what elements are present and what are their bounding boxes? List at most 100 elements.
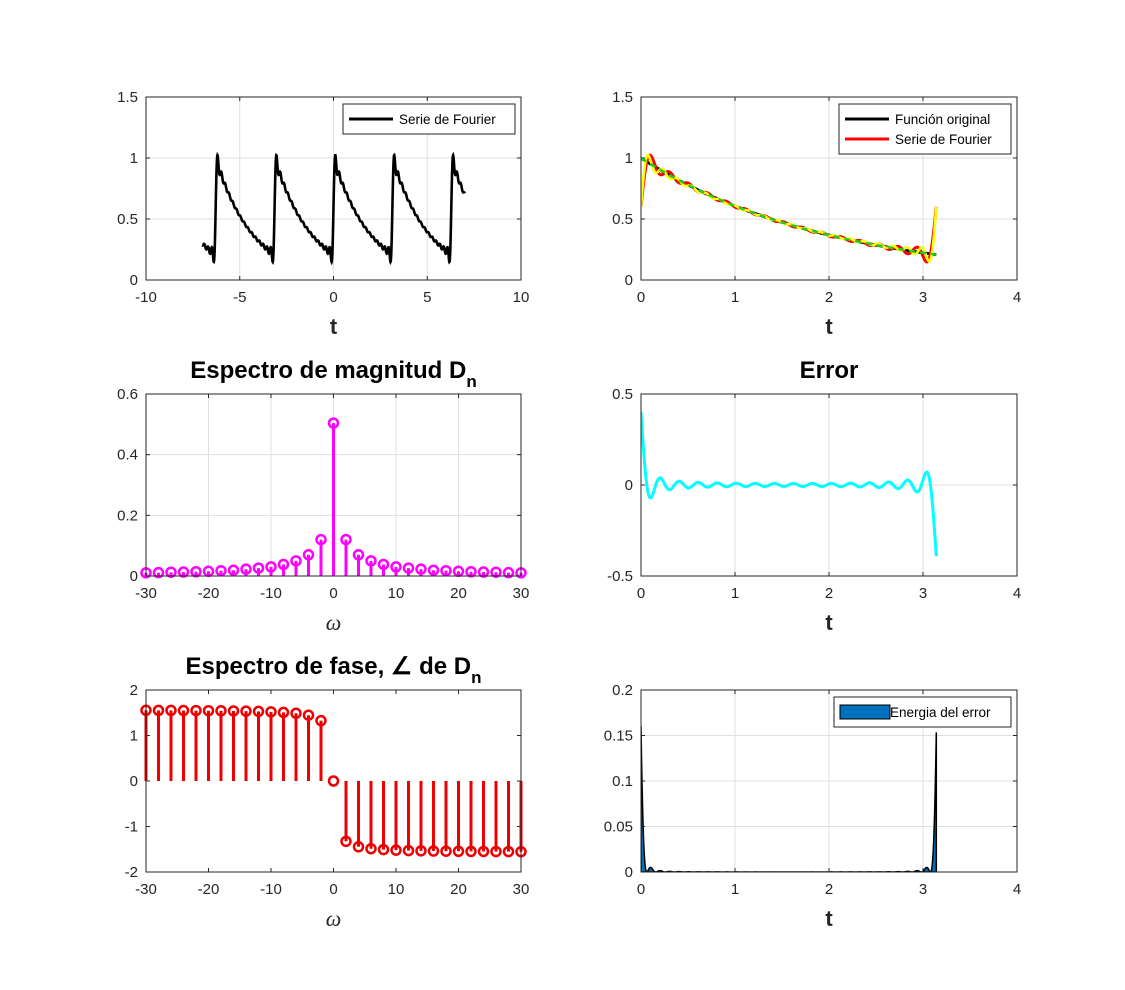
stem-marker (277, 706, 290, 719)
y-tick-label: 1 (130, 728, 138, 745)
plot-content (641, 412, 938, 557)
y-tick-label: 0.15 (604, 728, 633, 745)
x-tick-label: 0 (637, 289, 645, 306)
y-tick-label: 0 (130, 773, 138, 790)
legend-label: Serie de Fourier (895, 132, 992, 147)
stem-marker (365, 842, 377, 855)
stem-marker (415, 845, 427, 857)
y-tick-label: 1.5 (612, 89, 633, 106)
stem-marker (252, 562, 265, 574)
legend: Serie de Fourier (342, 103, 516, 135)
stem-marker (390, 844, 402, 856)
stem-marker (240, 563, 252, 575)
y-tick-label: 0.05 (604, 819, 633, 836)
stem-marker (152, 704, 165, 717)
legend-label: Función original (895, 112, 990, 127)
chart-title: Error (800, 357, 859, 384)
stem-marker (227, 564, 240, 576)
stem-marker (152, 566, 165, 579)
x-tick-label: 2 (825, 585, 833, 602)
stem-marker (315, 714, 327, 727)
y-tick-label: 0.6 (117, 386, 138, 403)
legend-swatch (839, 704, 891, 720)
panel-compare: 0 1 2 3 4 0 0.5 1 1.5 t Función original Serie de F… (612, 89, 1021, 339)
stem-marker (352, 841, 365, 853)
x-tick-label: 20 (450, 881, 467, 898)
x-tick-label: -10 (260, 585, 282, 602)
stem-marker (440, 564, 452, 577)
y-tick-label: 1 (625, 150, 633, 167)
chart-title: Espectro de magnitud Dn (190, 357, 476, 391)
x-tick-label: 30 (513, 881, 530, 898)
stem-marker (340, 835, 352, 848)
series-line-fourier (201, 151, 466, 266)
y-tick-label: 0.4 (117, 447, 138, 464)
legend-label: Serie de Fourier (399, 112, 496, 127)
x-tick-label: 0 (329, 289, 337, 306)
stem-marker (477, 566, 490, 578)
x-tick-label: 3 (919, 881, 927, 898)
stem-marker (240, 705, 252, 717)
stem-marker (402, 844, 415, 857)
plot-content (201, 151, 466, 266)
y-tick-label: 0 (625, 864, 633, 881)
y-tick-label: 0.5 (612, 211, 633, 228)
x-tick-label: 10 (388, 881, 405, 898)
plot-content (641, 153, 938, 264)
y-tick-label: 0.2 (117, 507, 138, 524)
stem-marker (215, 705, 227, 717)
chart-title-subscript: n (471, 668, 481, 687)
panel-periodic: -10 -5 0 5 10 0 0.5 1 1.5 t Serie de Fourier (117, 89, 529, 339)
y-tick-label: -2 (125, 864, 138, 881)
x-tick-label: 0 (329, 881, 337, 898)
y-tick-label: 0 (625, 272, 633, 289)
stem-marker (177, 704, 190, 717)
x-axis-label: ω (326, 610, 342, 635)
stem-marker (377, 558, 390, 571)
axes-box (640, 689, 1018, 873)
stem-marker (452, 845, 465, 858)
x-tick-label: -20 (198, 881, 220, 898)
stem-marker (227, 705, 240, 717)
y-tick-label: 0 (625, 477, 633, 494)
y-tick-label: 1 (130, 150, 138, 167)
stem-marker (490, 566, 502, 578)
x-tick-label: 4 (1013, 289, 1021, 306)
stem-marker (402, 562, 415, 574)
x-tick-label: 4 (1013, 585, 1021, 602)
axes-box (640, 393, 1018, 577)
x-tick-label: 2 (825, 881, 833, 898)
x-axis-label: t (825, 610, 833, 635)
y-tick-label: 0 (130, 568, 138, 585)
stem-marker (165, 704, 177, 717)
y-tick-label: -0.5 (607, 568, 633, 585)
x-tick-label: 2 (825, 289, 833, 306)
plot-area (146, 690, 521, 872)
x-tick-label: 4 (1013, 881, 1021, 898)
x-axis-label: t (825, 906, 833, 931)
axes-box (145, 689, 522, 873)
x-tick-label: 0 (637, 881, 645, 898)
stem-marker (190, 704, 202, 717)
stem-marker (315, 533, 327, 546)
axes-box (145, 393, 522, 577)
stem-marker (427, 564, 440, 576)
x-tick-label: 0 (329, 585, 337, 602)
stem-marker (365, 555, 377, 567)
stem-marker (502, 845, 515, 858)
stem-marker (202, 704, 215, 717)
stem-marker (415, 563, 427, 575)
stem-marker (290, 555, 302, 567)
y-tick-label: -1 (125, 819, 138, 836)
stem-marker (165, 566, 177, 578)
y-tick-label: 0.2 (612, 682, 633, 699)
y-tick-label: 0.5 (117, 211, 138, 228)
legend-box (838, 103, 1012, 155)
stem-marker (465, 845, 477, 858)
x-tick-label: 10 (388, 585, 405, 602)
stem-marker (377, 843, 390, 856)
axes-box (145, 96, 522, 281)
